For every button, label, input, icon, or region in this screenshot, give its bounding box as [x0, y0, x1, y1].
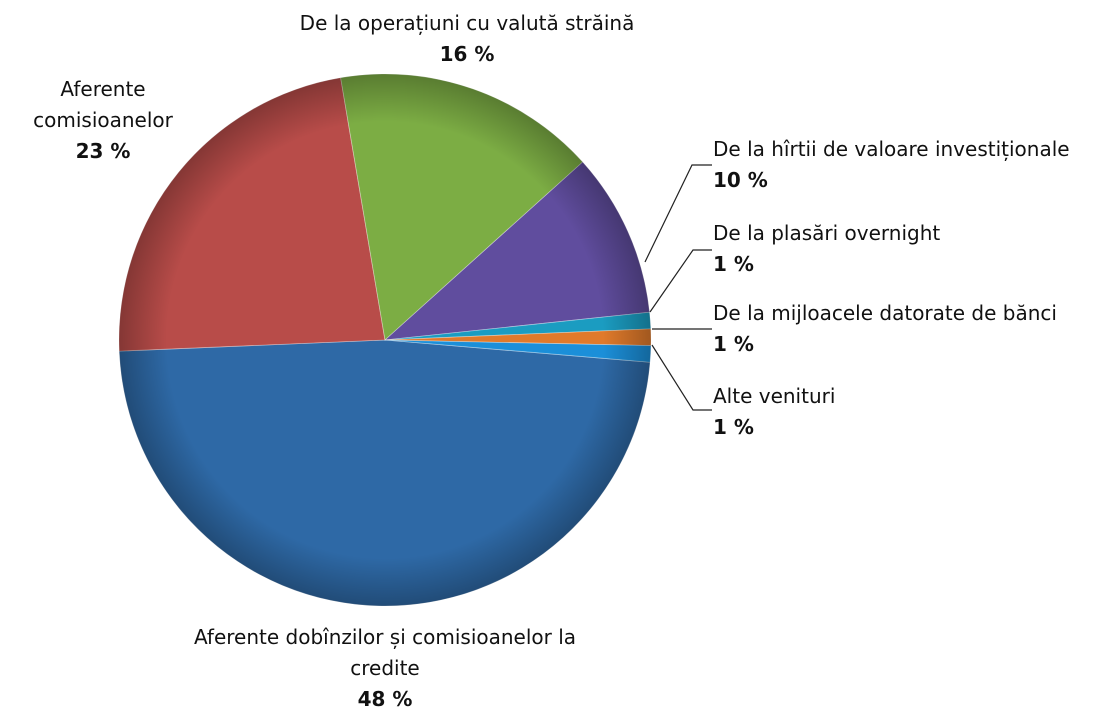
category-name: De la mijloacele datorate de bănci: [713, 301, 1057, 325]
slice-label: De la operațiuni cu valută străină 16 %: [267, 8, 667, 70]
leader-line: [644, 164, 712, 263]
category-name: De la operațiuni cu valută străină: [299, 11, 635, 35]
value-label: 1 %: [713, 415, 754, 439]
category-name: De la hîrtii de valoare investiționale: [713, 137, 1070, 161]
slice-label: Aferente dobînzilor și comisioanelor la …: [185, 622, 585, 715]
value-label: 1 %: [713, 252, 754, 276]
value-label: 1 %: [713, 332, 754, 356]
category-name: Aferente dobînzilor și comisioanelor la …: [193, 625, 577, 680]
value-label: 10 %: [713, 168, 768, 192]
slice-label: De la mijloacele datorate de bănci 1 %: [713, 298, 1103, 360]
category-name: De la plasări overnight: [713, 221, 941, 245]
category-name: Alte venituri: [713, 384, 836, 408]
slice-label: Alte venituri 1 %: [713, 381, 1103, 443]
leader-line: [649, 249, 712, 313]
leader-line: [651, 344, 712, 411]
value-label: 23 %: [75, 139, 131, 163]
chart: Aferente dobînzilor și comisioanelor la …: [28, 8, 1103, 711]
pie-slice: [118, 339, 651, 607]
slice-label: De la hîrtii de valoare investiționale 10…: [713, 134, 1103, 196]
slice-label: De la plasări overnight 1 %: [713, 218, 1103, 280]
category-name: Aferente comisioanelor: [33, 77, 173, 132]
slice-label: Aferente comisioanelor 23 %: [28, 74, 178, 167]
value-label: 48 %: [357, 687, 413, 711]
value-label: 16 %: [439, 42, 495, 66]
